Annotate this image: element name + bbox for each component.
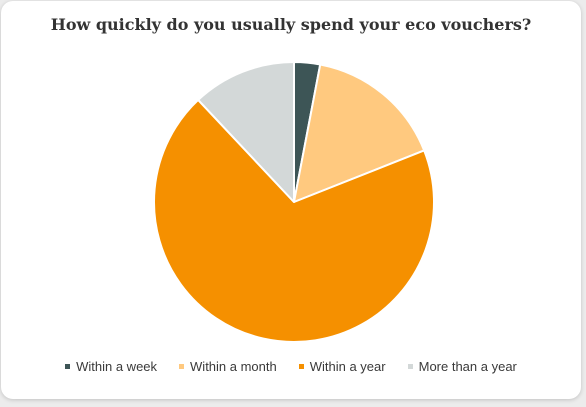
pie-slice-more-than-a-year[interactable] [197, 61, 295, 203]
legend-label: Within a year [309, 359, 386, 374]
legend-swatch [179, 364, 185, 369]
chart-card: How quickly do you usually spend your ec… [1, 1, 581, 399]
legend-swatch [298, 364, 304, 369]
legend-item-within-a-week[interactable]: Within a week [65, 359, 157, 374]
pie-chart [153, 61, 435, 343]
legend-label: More than a year [418, 359, 517, 374]
legend-swatch [65, 364, 71, 369]
pie-slice-within-a-month[interactable] [293, 63, 426, 203]
legend-item-within-a-year[interactable]: Within a year [298, 359, 386, 374]
legend-swatch [407, 364, 413, 369]
legend-label: Within a month [190, 359, 277, 374]
legend-item-more-than-a-year[interactable]: More than a year [407, 359, 517, 374]
chart-legend: Within a week Within a month Within a ye… [1, 359, 581, 374]
legend-item-within-a-month[interactable]: Within a month [179, 359, 277, 374]
chart-title: How quickly do you usually spend your ec… [50, 15, 532, 34]
pie-slice-within-a-year[interactable] [153, 98, 435, 343]
legend-label: Within a week [76, 359, 158, 374]
